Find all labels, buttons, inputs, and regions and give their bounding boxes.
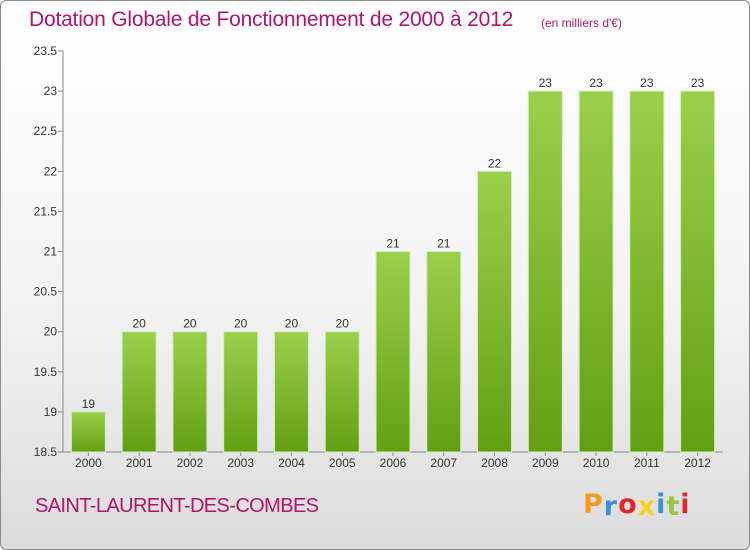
y-tick-label: 19 <box>44 405 58 419</box>
y-tick-label: 21 <box>44 245 58 259</box>
data-label: 23 <box>589 76 603 90</box>
y-tick-label: 22.5 <box>34 124 58 138</box>
y-tick-label: 23 <box>44 84 58 98</box>
bar <box>375 251 411 453</box>
y-tick-label: 21.5 <box>34 204 58 218</box>
logo-letter: t <box>666 491 681 522</box>
x-tick-label: 2003 <box>227 456 254 470</box>
bar <box>223 331 259 453</box>
x-tick-label: 2011 <box>634 456 660 470</box>
bar <box>477 170 513 453</box>
bar <box>121 331 157 453</box>
data-label: 20 <box>234 317 248 331</box>
x-tick-label: 2000 <box>75 456 102 470</box>
bar <box>426 251 462 453</box>
logo-letter: o <box>618 489 638 520</box>
y-tick-label: 23.5 <box>34 44 58 58</box>
data-label: 19 <box>82 397 96 411</box>
logo-letter: P <box>583 489 604 520</box>
bar <box>172 331 208 453</box>
x-tick-label: 2010 <box>583 456 610 470</box>
x-tick-label: 2006 <box>380 456 407 470</box>
bar <box>629 90 665 453</box>
data-label: 20 <box>336 317 350 331</box>
data-label: 20 <box>132 317 146 331</box>
x-tick-label: 2008 <box>481 456 508 470</box>
chart-title: Dotation Globale de Fonctionnement de 20… <box>29 8 514 31</box>
y-tick-label: 20.5 <box>34 285 58 299</box>
y-tick-label: 18.5 <box>34 445 58 459</box>
data-label: 22 <box>488 156 502 170</box>
x-tick-label: 2005 <box>329 456 356 470</box>
bar <box>578 90 614 453</box>
logo-letter: r <box>603 491 619 522</box>
bars: 19 20 20 20 20 20 21 21 22 23 23 23 23 <box>70 76 716 453</box>
x-tick-label: 2001 <box>126 456 153 470</box>
data-label: 21 <box>437 237 451 251</box>
commune-name: SAINT-LAURENT-DES-COMBES <box>35 495 319 517</box>
data-label: 21 <box>386 237 400 251</box>
logo-letter: i <box>680 489 691 520</box>
data-label: 20 <box>183 317 197 331</box>
x-tick-label: 2007 <box>430 456 457 470</box>
x-tick-label: 2012 <box>684 456 711 470</box>
x-tick-label: 2009 <box>532 456 559 470</box>
x-tick-label: 2002 <box>177 456 204 470</box>
y-tick-label: 19.5 <box>34 365 58 379</box>
data-label: 23 <box>539 76 553 90</box>
y-tick-label: 20 <box>44 325 58 339</box>
data-label: 20 <box>285 317 299 331</box>
chart-subtitle: (en milliers d'€) <box>541 16 622 30</box>
bar <box>70 411 106 453</box>
logo-letter: i <box>656 489 667 520</box>
data-label: 23 <box>640 76 654 90</box>
data-label: 23 <box>691 76 705 90</box>
x-tick-label: 2004 <box>278 456 305 470</box>
bar <box>527 90 563 453</box>
bar <box>324 331 360 453</box>
proxiti-logo: Proxiti <box>583 489 691 522</box>
bar-chart: 18.5 19 19.5 20 20.5 21 21.5 22 22.5 23 23.5 2000 20… <box>34 44 723 470</box>
bar <box>680 90 716 453</box>
logo-letter: x <box>637 491 657 522</box>
y-tick-label: 22 <box>44 164 58 178</box>
bar <box>273 331 309 453</box>
